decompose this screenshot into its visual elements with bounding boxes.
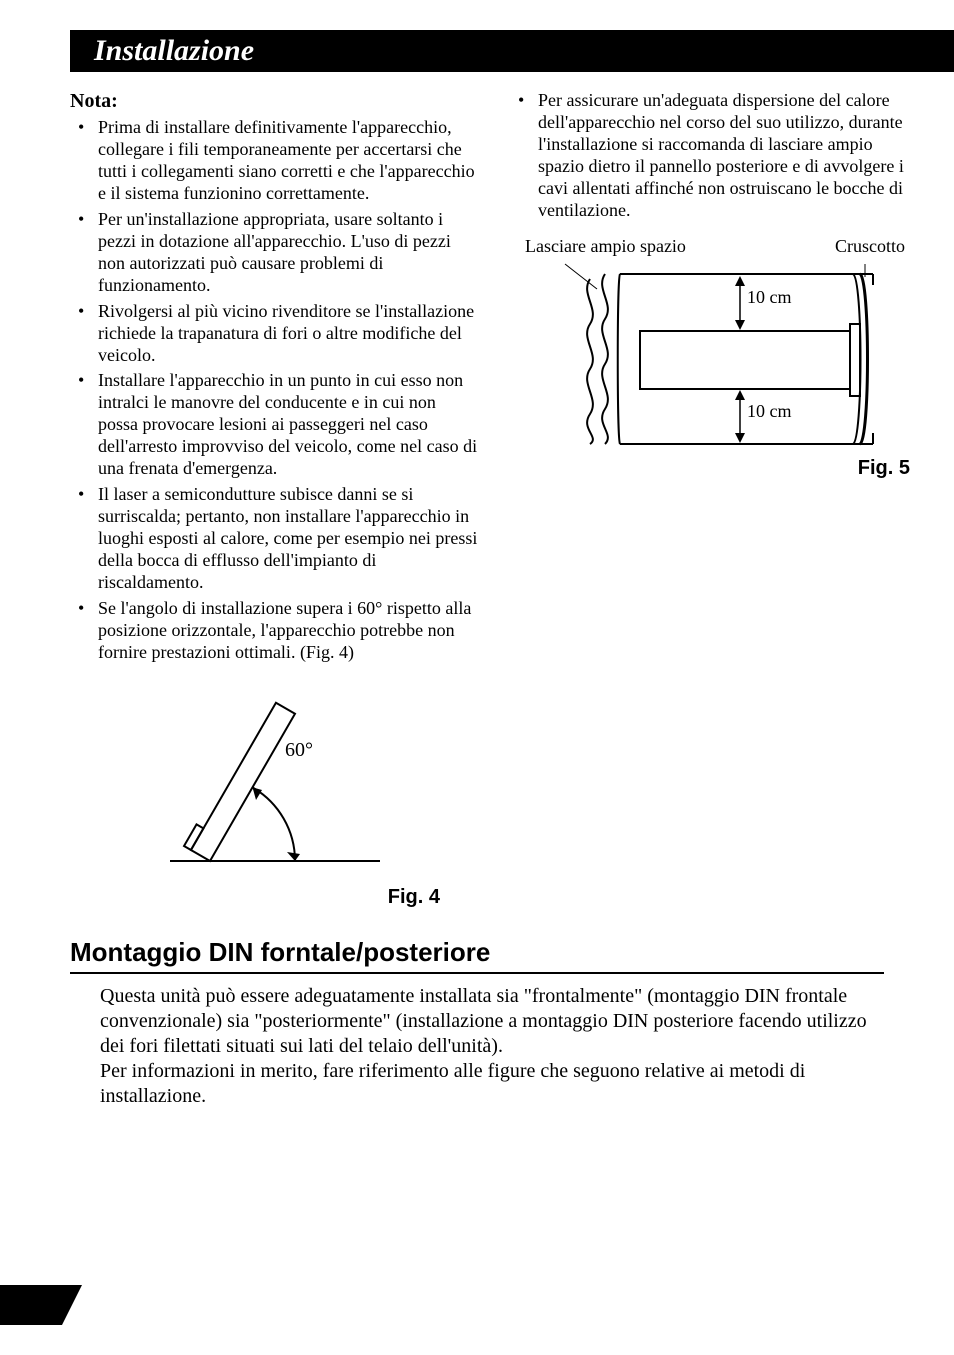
section-title: Montaggio DIN forntale/posteriore: [70, 937, 954, 968]
fig5-gap-bottom: 10 cm: [747, 401, 792, 421]
nota-label: Nota:: [70, 90, 480, 113]
figure-5: Lasciare ampio spazio Cruscotto: [510, 236, 920, 480]
section-body-1: Questa unità può essere adeguatamente in…: [100, 985, 867, 1057]
page-number: 7: [54, 1292, 66, 1319]
nota-item: Prima di installare definitivamente l'ap…: [70, 117, 480, 205]
fig5-label-right: Cruscotto: [835, 236, 905, 257]
nota-item: Rivolgersi al più vicino rivenditore se …: [70, 301, 480, 367]
header-title: Installazione: [94, 34, 254, 68]
angle-label: 60°: [285, 739, 313, 761]
right-list: Per assicurare un'adeguata dispersione d…: [510, 90, 920, 222]
fig5-top-labels: Lasciare ampio spazio Cruscotto: [525, 236, 905, 257]
right-column: Per assicurare un'adeguata dispersione d…: [510, 90, 920, 909]
angle-diagram-icon: 60°: [150, 676, 400, 876]
nota-item: Se l'angolo di installazione supera i 60…: [70, 598, 480, 664]
section-body: Questa unità può essere adeguatamente in…: [100, 984, 890, 1109]
nota-item: Il laser a semicondutture subisce danni …: [70, 484, 480, 594]
fig5-gap-top: 10 cm: [747, 287, 792, 307]
nota-item: Per un'installazione appropriata, usare …: [70, 209, 480, 297]
left-column: Nota: Prima di installare definitivament…: [70, 90, 480, 909]
nota-item: Installare l'apparecchio in un punto in …: [70, 370, 480, 480]
section-rule: [70, 972, 884, 974]
content-area: Nota: Prima di installare definitivament…: [70, 90, 924, 909]
page-number-tab: [0, 1285, 82, 1325]
fig5-caption: Fig. 5: [510, 457, 920, 480]
figure-4: 60° Fig. 4: [70, 676, 480, 909]
right-item: Per assicurare un'adeguata dispersione d…: [510, 90, 920, 222]
nota-list: Prima di installare definitivamente l'ap…: [70, 117, 480, 664]
section-body-2: Per informazioni in merito, fare riferim…: [100, 1060, 805, 1107]
fig5-label-left: Lasciare ampio spazio: [525, 236, 686, 257]
header-bar: Installazione: [70, 30, 954, 72]
clearance-diagram-icon: 10 cm 10 cm: [525, 259, 905, 449]
fig4-caption: Fig. 4: [70, 886, 480, 909]
